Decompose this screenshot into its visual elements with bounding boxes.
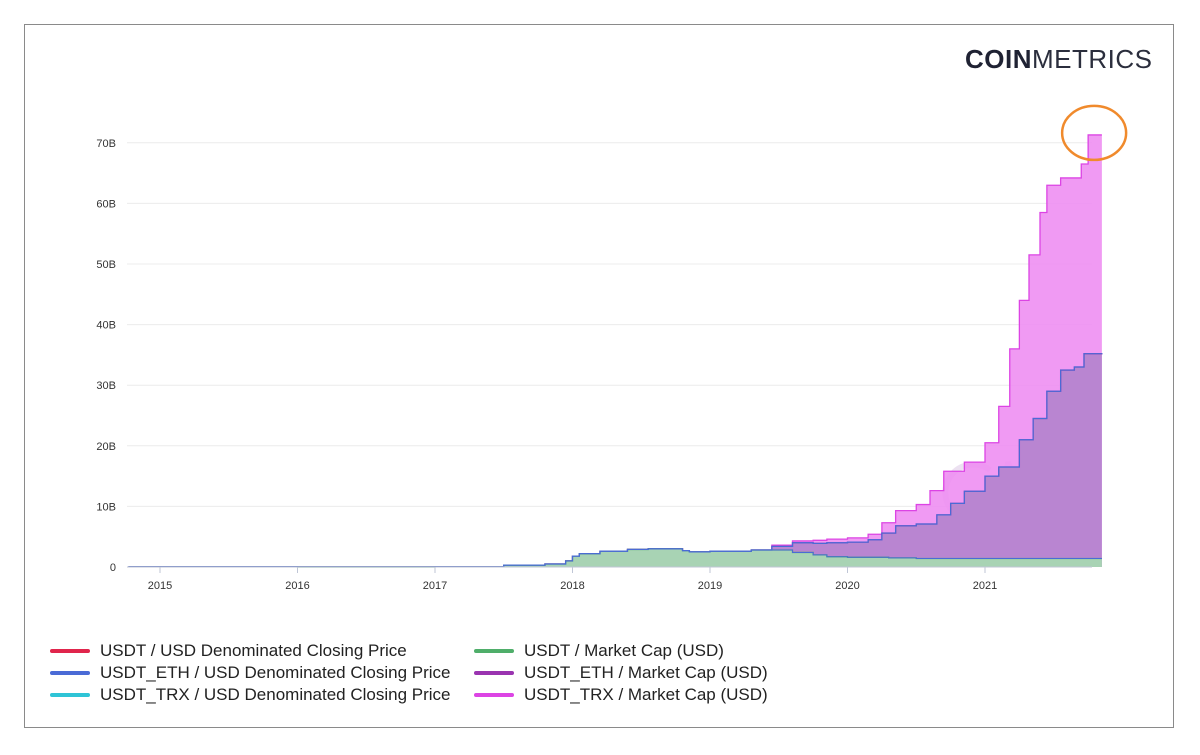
axes: 0 10B 20B 30B 40B 50B 60B 70B 2015 2016 2017 2018 20… [96,138,1092,592]
legend-label: USDT_TRX / Market Cap (USD) [524,685,768,704]
legend-swatch [50,693,90,697]
legend-label: USDT_ETH / Market Cap (USD) [524,663,768,682]
y-tick-label: 40B [96,320,116,332]
logo-light-text: METRICS [1032,44,1153,74]
line-usdt-closing-price [128,548,1102,568]
chart-frame [24,24,1174,728]
series-areas [128,134,1103,568]
y-tick-label: 10B [96,501,116,513]
legend-label: USDT / Market Cap (USD) [524,641,724,660]
x-tick-label: 2016 [285,580,309,592]
y-tick-label: 30B [96,380,116,392]
area-usdt-eth-market-cap-usd [128,353,1102,567]
x-tick-label: 2020 [835,580,859,592]
legend-swatch [474,671,514,675]
legend-label: USDT_TRX / USD Denominated Closing Price [100,685,451,704]
x-tick-label: 2018 [560,580,584,592]
x-tick-label: 2015 [148,580,172,592]
legend-label: USDT_ETH / USD Denominated Closing Price [100,663,451,682]
legend-swatch [50,649,90,653]
area-usdt-trx-market-cap-usd [128,134,1102,567]
y-tick-label: 60B [96,198,116,210]
legend-item[interactable]: USDT / Market Cap (USD) [474,640,724,662]
y-tick-label: 70B [96,138,116,150]
x-tick-label: 2017 [423,580,447,592]
y-tick-label: 50B [96,259,116,271]
y-tick-label: 20B [96,441,116,453]
x-tick-label: 2021 [973,580,997,592]
x-tick-label: 2019 [698,580,722,592]
legend-item[interactable]: USDT / USD Denominated Closing Price [50,640,407,662]
legend-label: USDT / USD Denominated Closing Price [100,641,407,660]
peak-highlight-circle [1060,104,1128,162]
y-tick-label: 0 [110,562,116,574]
coinmetrics-logo: COINMETRICS [965,44,1153,75]
legend-item[interactable]: USDT_ETH / Market Cap (USD) [474,662,768,684]
logo-bold-text: COIN [965,44,1032,74]
legend-swatch [474,649,514,653]
chart-legend: USDT / USD Denominated Closing Price USDT… [50,640,810,710]
legend-item[interactable]: USDT_TRX / USD Denominated Closing Price [50,684,451,706]
legend-item[interactable]: USDT_TRX / Market Cap (USD) [474,684,768,706]
legend-item[interactable]: USDT_ETH / USD Denominated Closing Price [50,662,451,684]
area-usdt-market-cap-usd [128,548,1102,567]
legend-swatch [474,693,514,697]
annotations [1060,104,1128,162]
legend-swatch [50,671,90,675]
